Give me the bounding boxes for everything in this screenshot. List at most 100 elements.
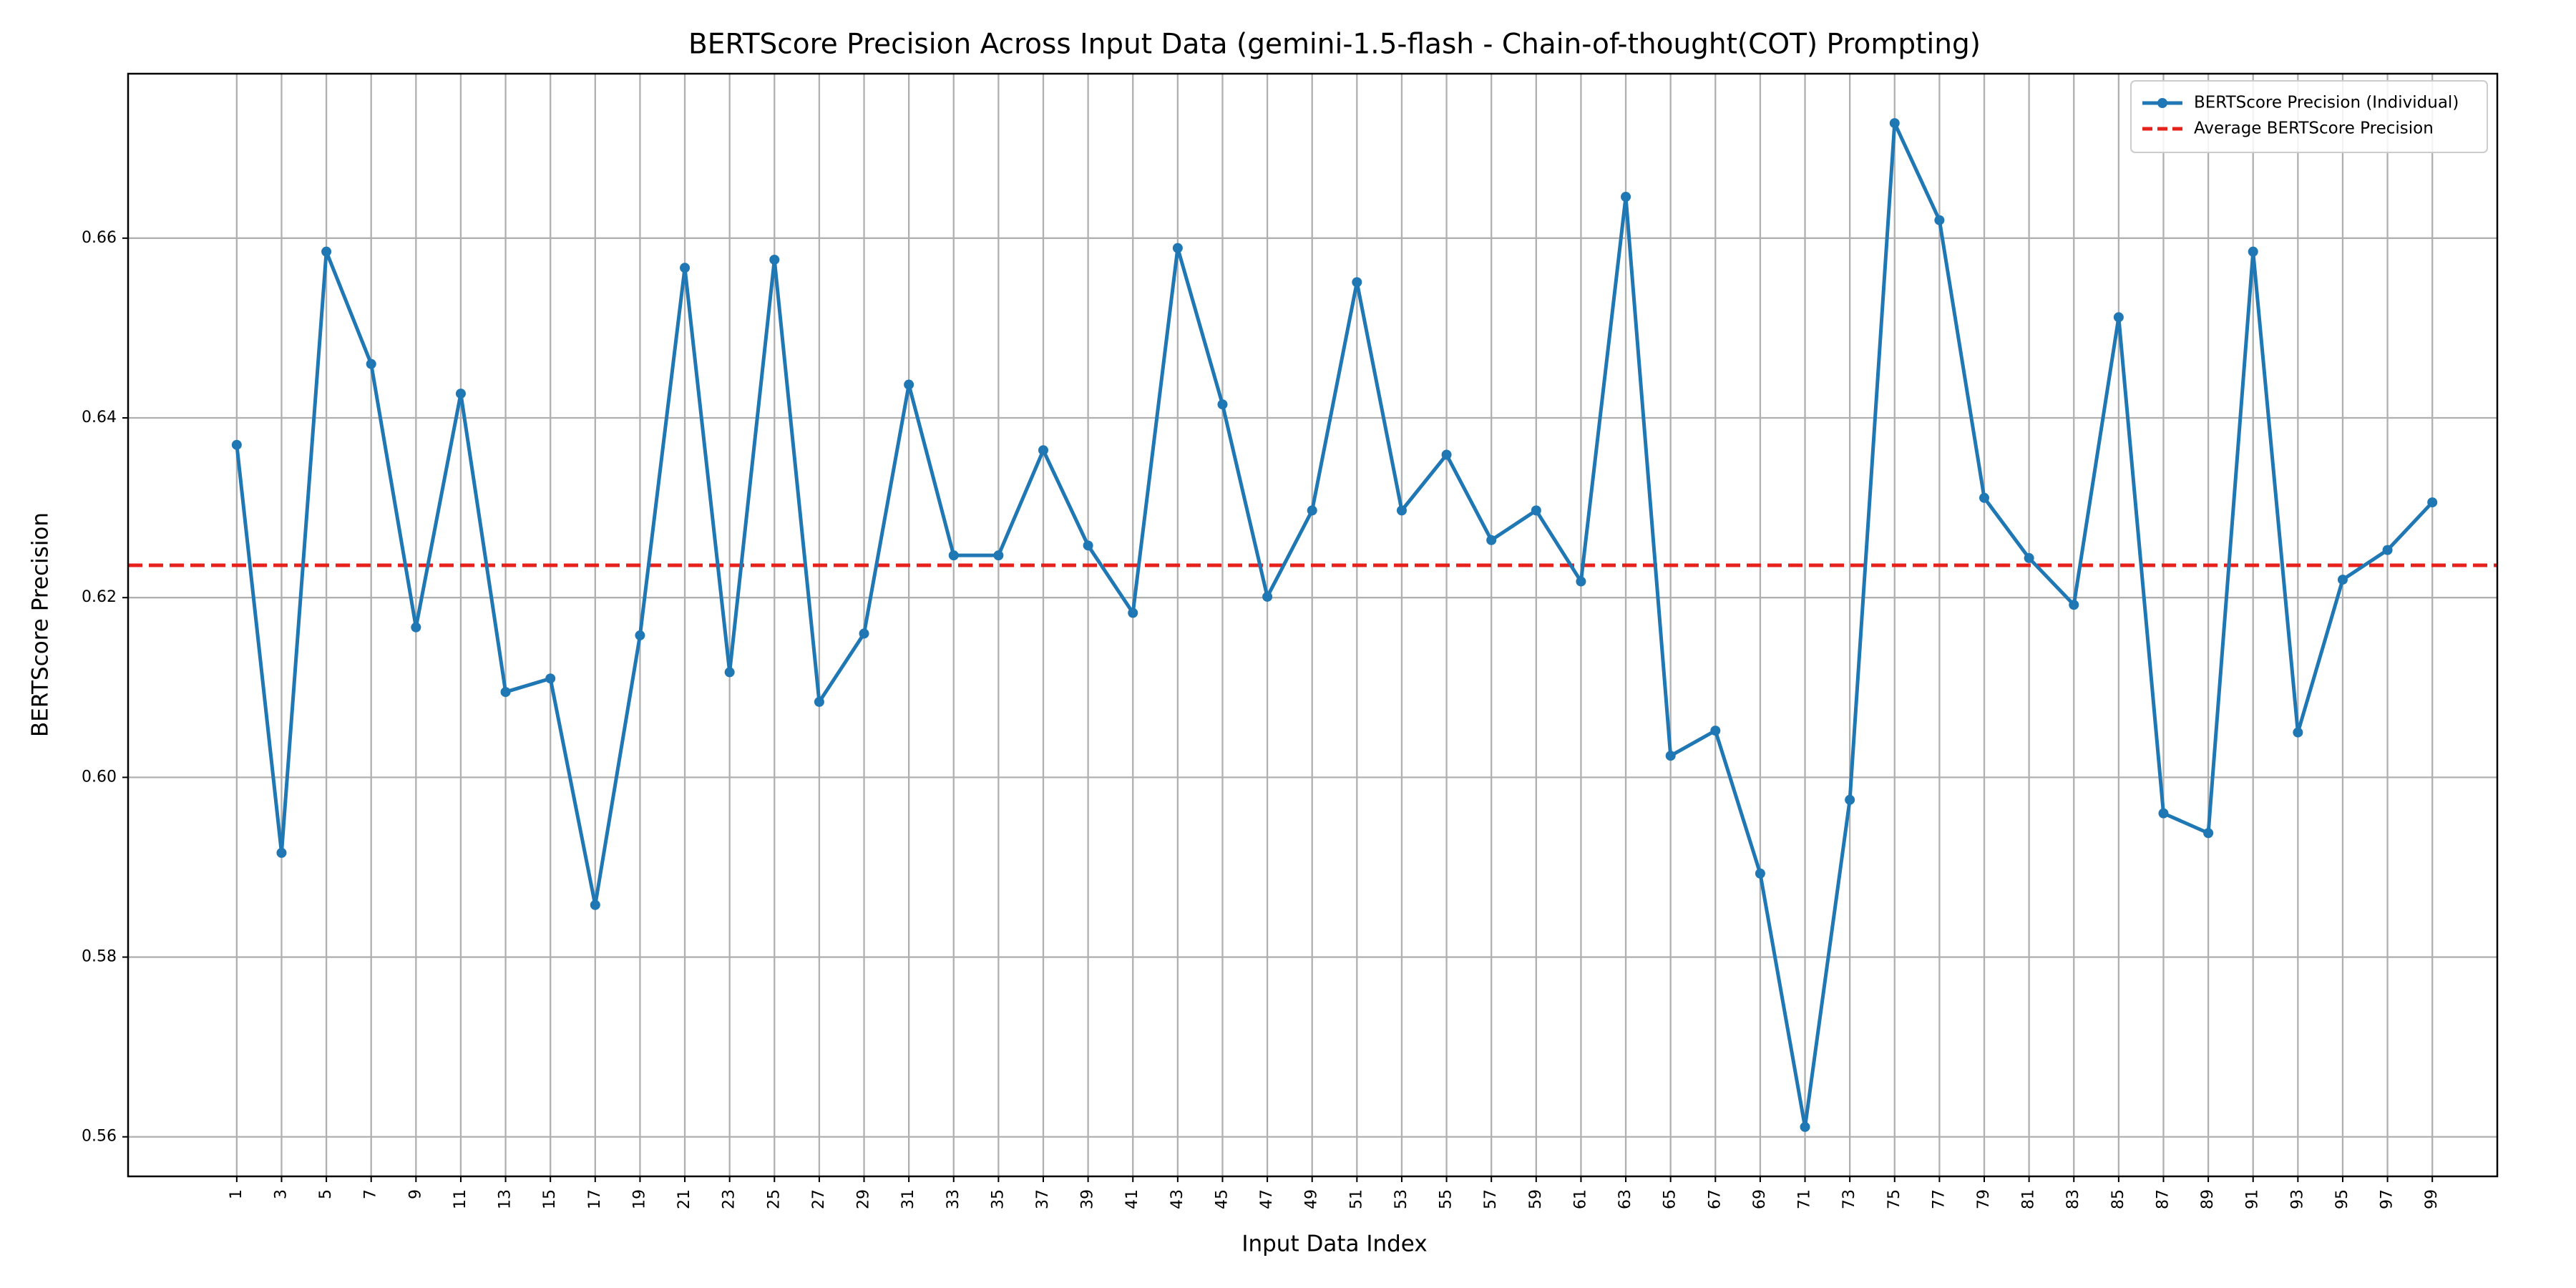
x-tick-label: 7 [362, 1189, 380, 1199]
x-tick-label: 9 [406, 1189, 424, 1199]
x-tick-label: 55 [1438, 1189, 1455, 1209]
legend: BERTScore Precision (Individual) Average … [2130, 80, 2488, 153]
point [1710, 726, 1721, 736]
point [1262, 591, 1273, 602]
point [724, 667, 735, 678]
point [2337, 575, 2348, 585]
point [859, 628, 869, 639]
point [680, 263, 691, 273]
x-tick-label: 89 [2199, 1189, 2217, 1209]
point [1396, 505, 1407, 516]
point [1531, 505, 1541, 516]
x-tick-label: 57 [1482, 1189, 1500, 1209]
x-tick-label: 83 [2064, 1189, 2082, 1209]
point [1352, 277, 1362, 288]
x-tick-label: 43 [1169, 1189, 1186, 1209]
point [276, 847, 287, 858]
point [590, 899, 600, 910]
legend-marker [2157, 98, 2167, 108]
x-tick-label: 23 [721, 1189, 738, 1209]
point [1038, 445, 1049, 456]
x-tick-label: 75 [1885, 1189, 1903, 1209]
point [2382, 545, 2393, 555]
x-tick-label: 81 [2020, 1189, 2038, 1209]
x-tick-label: 53 [1392, 1189, 1410, 1209]
x-tick-label: 45 [1213, 1189, 1231, 1209]
plot-frame [127, 72, 2499, 1178]
point [948, 550, 959, 561]
point [2293, 727, 2303, 738]
point [2248, 246, 2258, 257]
x-tick-label: 29 [855, 1189, 873, 1209]
x-tick-label: 69 [1751, 1189, 1769, 1209]
x-tick-label: 25 [765, 1189, 783, 1209]
x-tick-label: 15 [541, 1189, 559, 1209]
point [2113, 312, 2124, 323]
point [2427, 497, 2438, 508]
point [1665, 751, 1676, 761]
point [2069, 600, 2079, 610]
x-tick-label: 27 [810, 1189, 828, 1209]
point [1486, 535, 1497, 545]
point [1979, 492, 1990, 503]
point [769, 254, 780, 265]
point [1576, 576, 1586, 587]
x-axis-label: Input Data Index [1241, 1231, 1427, 1257]
point [455, 389, 466, 399]
x-tick-label: 33 [945, 1189, 962, 1209]
x-tick-label: 67 [1706, 1189, 1724, 1209]
point [814, 696, 824, 707]
series-line [235, 121, 2434, 1129]
point [2158, 808, 2169, 819]
x-tick-label: 95 [2333, 1189, 2351, 1209]
x-tick-label: 49 [1303, 1189, 1321, 1209]
y-axis-label: BERTScore Precision [28, 512, 54, 737]
legend-label: BERTScore Precision (Individual) [2194, 94, 2459, 112]
point [1845, 794, 1855, 805]
point [1889, 118, 1900, 129]
x-tick-label: 59 [1527, 1189, 1545, 1209]
x-tick-label: 1 [228, 1189, 245, 1199]
point [635, 630, 645, 640]
x-tick-label: 65 [1662, 1189, 1679, 1209]
point [1307, 505, 1317, 516]
point [231, 439, 242, 450]
x-tick-label: 93 [2288, 1189, 2306, 1209]
x-tick-label: 73 [1840, 1189, 1858, 1209]
x-tick-label: 41 [1123, 1189, 1141, 1209]
x-tick-label: 87 [2154, 1189, 2172, 1209]
point [1172, 243, 1183, 253]
point [1217, 399, 1228, 410]
point [411, 622, 421, 633]
chart-title: BERTScore Precision Across Input Data (g… [688, 29, 1981, 61]
x-tick-label: 85 [2109, 1189, 2127, 1209]
x-tick-label: 11 [452, 1189, 469, 1209]
x-tick-label: 79 [1975, 1189, 1993, 1209]
x-tick-label: 17 [586, 1189, 604, 1209]
point [1621, 192, 1631, 203]
y-tick-label: 0.58 [82, 948, 117, 966]
y-tick-label: 0.62 [82, 588, 117, 606]
point [2203, 828, 2214, 839]
x-tick-label: 37 [1034, 1189, 1052, 1209]
point [1128, 608, 1138, 618]
y-tick-label: 0.64 [82, 409, 117, 426]
y-tick-label: 0.60 [82, 768, 117, 786]
x-tick-label: 63 [1616, 1189, 1634, 1209]
x-tick-label: 21 [675, 1189, 693, 1209]
x-tick-label: 99 [2423, 1189, 2441, 1209]
point [1934, 215, 1945, 225]
point [500, 687, 511, 698]
x-tick-label: 97 [2379, 1189, 2396, 1209]
point [321, 246, 332, 257]
x-tick-label: 91 [2244, 1189, 2262, 1209]
x-tick-label: 5 [317, 1189, 335, 1199]
point [993, 550, 1004, 561]
x-tick-label: 3 [272, 1189, 290, 1199]
point [1800, 1121, 1810, 1132]
legend-box [2130, 80, 2488, 153]
x-tick-label: 13 [497, 1189, 514, 1209]
point [1083, 540, 1093, 551]
